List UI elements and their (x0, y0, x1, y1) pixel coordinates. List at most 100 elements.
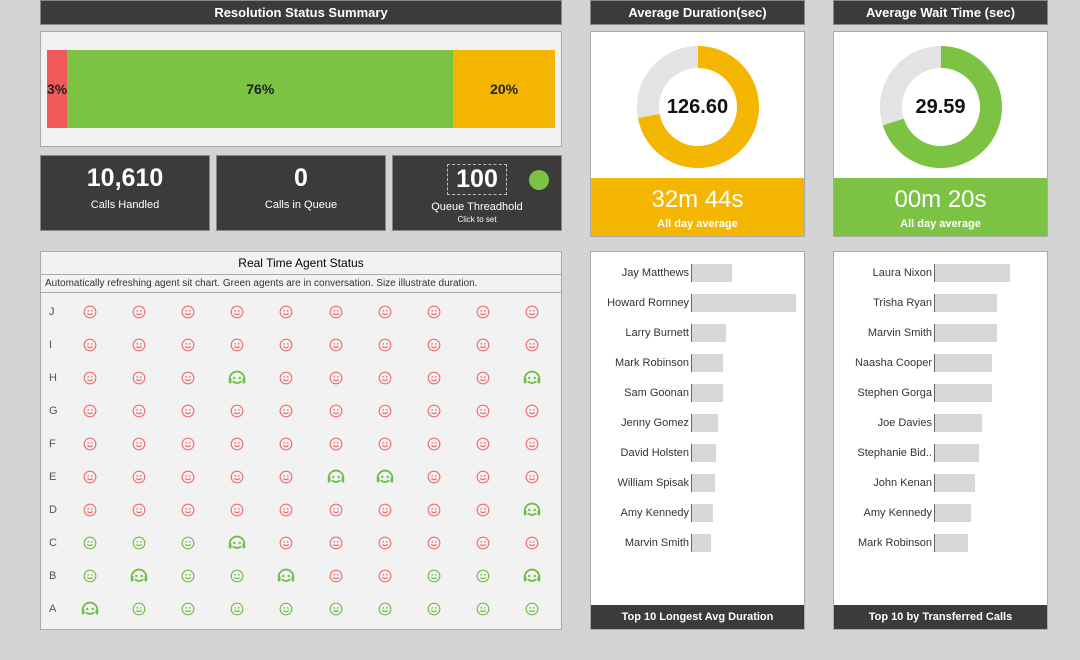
agent-face-icon[interactable] (476, 470, 490, 484)
agent-headset-icon[interactable] (226, 367, 248, 389)
agent-face-icon[interactable] (279, 404, 293, 418)
agent-face-icon[interactable] (525, 437, 539, 451)
agent-face-icon[interactable] (329, 371, 343, 385)
agent-face-icon[interactable] (230, 503, 244, 517)
agent-face-icon[interactable] (378, 569, 392, 583)
agent-face-icon[interactable] (279, 503, 293, 517)
agent-face-icon[interactable] (181, 371, 195, 385)
agent-face-icon[interactable] (329, 305, 343, 319)
agent-face-icon[interactable] (476, 602, 490, 616)
agent-face-icon[interactable] (132, 602, 146, 616)
agent-headset-icon[interactable] (521, 565, 543, 587)
agent-headset-icon[interactable] (325, 466, 347, 488)
agent-face-icon[interactable] (132, 470, 146, 484)
agent-face-icon[interactable] (329, 569, 343, 583)
agent-headset-icon[interactable] (128, 565, 150, 587)
agent-face-icon[interactable] (378, 437, 392, 451)
agent-headset-icon[interactable] (275, 565, 297, 587)
agent-face-icon[interactable] (83, 371, 97, 385)
agent-face-icon[interactable] (329, 437, 343, 451)
agent-face-icon[interactable] (329, 338, 343, 352)
agent-face-icon[interactable] (476, 503, 490, 517)
agent-face-icon[interactable] (476, 371, 490, 385)
agent-face-icon[interactable] (279, 437, 293, 451)
agent-face-icon[interactable] (525, 602, 539, 616)
agent-face-icon[interactable] (132, 305, 146, 319)
agent-face-icon[interactable] (83, 503, 97, 517)
agent-face-icon[interactable] (132, 437, 146, 451)
agent-face-icon[interactable] (378, 602, 392, 616)
agent-face-icon[interactable] (83, 536, 97, 550)
agent-face-icon[interactable] (279, 602, 293, 616)
agent-face-icon[interactable] (83, 470, 97, 484)
agent-face-icon[interactable] (83, 404, 97, 418)
agent-face-icon[interactable] (525, 305, 539, 319)
agent-face-icon[interactable] (329, 536, 343, 550)
agent-face-icon[interactable] (378, 305, 392, 319)
agent-face-icon[interactable] (525, 338, 539, 352)
agent-face-icon[interactable] (525, 470, 539, 484)
agent-face-icon[interactable] (181, 404, 195, 418)
agent-face-icon[interactable] (378, 536, 392, 550)
agent-face-icon[interactable] (427, 305, 441, 319)
agent-face-icon[interactable] (230, 437, 244, 451)
agent-face-icon[interactable] (181, 602, 195, 616)
agent-face-icon[interactable] (427, 536, 441, 550)
agent-face-icon[interactable] (525, 404, 539, 418)
agent-face-icon[interactable] (476, 338, 490, 352)
agent-face-icon[interactable] (230, 569, 244, 583)
agent-face-icon[interactable] (279, 305, 293, 319)
agent-headset-icon[interactable] (374, 466, 396, 488)
agent-face-icon[interactable] (427, 569, 441, 583)
agent-face-icon[interactable] (230, 305, 244, 319)
agent-face-icon[interactable] (83, 569, 97, 583)
agent-face-icon[interactable] (181, 338, 195, 352)
agent-face-icon[interactable] (132, 371, 146, 385)
agent-face-icon[interactable] (427, 437, 441, 451)
agent-face-icon[interactable] (230, 602, 244, 616)
agent-face-icon[interactable] (279, 338, 293, 352)
agent-headset-icon[interactable] (79, 598, 101, 620)
agent-face-icon[interactable] (181, 503, 195, 517)
agent-headset-icon[interactable] (521, 367, 543, 389)
agent-face-icon[interactable] (181, 536, 195, 550)
agent-face-icon[interactable] (476, 569, 490, 583)
agent-face-icon[interactable] (83, 437, 97, 451)
agent-face-icon[interactable] (476, 404, 490, 418)
agent-face-icon[interactable] (427, 470, 441, 484)
agent-face-icon[interactable] (181, 437, 195, 451)
kpi-queue-threshold[interactable]: 100 Queue Threadhold Click to set (392, 155, 562, 231)
agent-face-icon[interactable] (132, 338, 146, 352)
agent-face-icon[interactable] (476, 437, 490, 451)
agent-headset-icon[interactable] (521, 499, 543, 521)
agent-face-icon[interactable] (476, 305, 490, 319)
agent-face-icon[interactable] (230, 338, 244, 352)
agent-face-icon[interactable] (378, 404, 392, 418)
agent-face-icon[interactable] (329, 602, 343, 616)
agent-face-icon[interactable] (476, 536, 490, 550)
agent-face-icon[interactable] (378, 371, 392, 385)
agent-headset-icon[interactable] (226, 532, 248, 554)
agent-face-icon[interactable] (427, 371, 441, 385)
agent-face-icon[interactable] (427, 404, 441, 418)
agent-face-icon[interactable] (132, 404, 146, 418)
agent-face-icon[interactable] (230, 470, 244, 484)
agent-face-icon[interactable] (329, 503, 343, 517)
agent-face-icon[interactable] (279, 470, 293, 484)
agent-face-icon[interactable] (181, 569, 195, 583)
agent-face-icon[interactable] (378, 503, 392, 517)
agent-face-icon[interactable] (329, 404, 343, 418)
agent-face-icon[interactable] (279, 371, 293, 385)
agent-face-icon[interactable] (279, 536, 293, 550)
agent-face-icon[interactable] (525, 536, 539, 550)
agent-face-icon[interactable] (427, 503, 441, 517)
agent-face-icon[interactable] (132, 503, 146, 517)
agent-face-icon[interactable] (83, 338, 97, 352)
agent-face-icon[interactable] (427, 602, 441, 616)
agent-face-icon[interactable] (427, 338, 441, 352)
agent-face-icon[interactable] (230, 404, 244, 418)
agent-face-icon[interactable] (181, 470, 195, 484)
agent-face-icon[interactable] (378, 338, 392, 352)
agent-face-icon[interactable] (83, 305, 97, 319)
agent-face-icon[interactable] (181, 305, 195, 319)
